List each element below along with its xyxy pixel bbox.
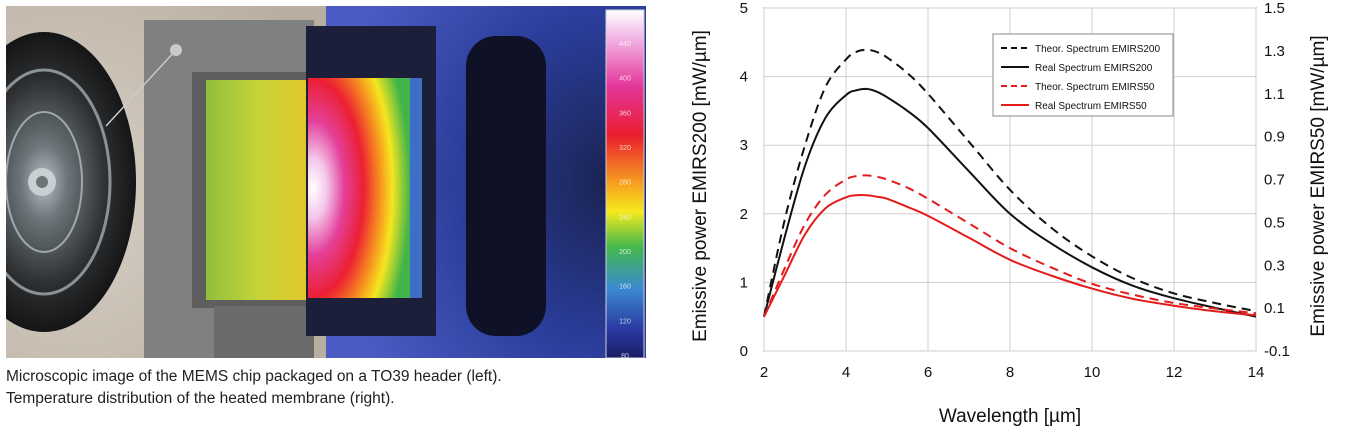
series-line-1 bbox=[763, 48, 1257, 317]
y-tick-label-right: 1.3 bbox=[1264, 43, 1285, 60]
y-tick-label-left: 4 bbox=[740, 69, 748, 86]
y-tick-label-right: 0.7 bbox=[1264, 172, 1285, 189]
x-tick-label: 6 bbox=[924, 364, 932, 381]
to39-header-lens bbox=[6, 32, 136, 332]
colorbar-tick-label: 440 bbox=[619, 41, 631, 48]
colorbar-tick-label: 120 bbox=[619, 318, 631, 325]
colorbar-tick-label: 80 bbox=[621, 353, 629, 358]
caption-line-2: Temperature distribution of the heated m… bbox=[6, 390, 395, 407]
colorbar-tick-label: 400 bbox=[619, 76, 631, 83]
legend-entry: Real Spectrum EMIRS200 bbox=[1035, 63, 1153, 74]
colorbar-tick-label: 320 bbox=[619, 145, 631, 152]
mems-thermal-image: 440 400 360 320 280 240 200 160 120 80 bbox=[6, 6, 646, 358]
y-axis-label-right: Emissive power EMIRS50 [mW/µm] bbox=[1308, 35, 1329, 336]
y-tick-label-left: 3 bbox=[740, 137, 748, 154]
legend-entry: Real Spectrum EMIRS50 bbox=[1035, 101, 1147, 112]
y-tick-label-left: 0 bbox=[740, 343, 748, 360]
x-tick-label: 10 bbox=[1084, 364, 1101, 381]
x-tick-label: 2 bbox=[760, 364, 768, 381]
colorbar-tick-label: 240 bbox=[619, 214, 631, 221]
y-tick-label-right: 0.5 bbox=[1264, 214, 1285, 231]
colorbar-tick-label: 280 bbox=[619, 180, 631, 187]
heated-membrane bbox=[306, 26, 546, 336]
image-caption: Microscopic image of the MEMS chip packa… bbox=[6, 366, 646, 410]
y-tick-label-left: 1 bbox=[740, 274, 748, 291]
x-tick-label: 4 bbox=[842, 364, 850, 381]
colorbar-tick-label: 160 bbox=[619, 284, 631, 291]
y-tick-label-left: 2 bbox=[740, 206, 748, 223]
mems-chip bbox=[105, 20, 314, 358]
temperature-colorbar: 440 400 360 320 280 240 200 160 120 80 bbox=[605, 9, 645, 358]
x-tick-label: 12 bbox=[1166, 364, 1183, 381]
y-tick-label-right: 0.3 bbox=[1264, 257, 1285, 274]
colorbar-tick-label: 200 bbox=[619, 249, 631, 256]
colorbar-tick-label: 360 bbox=[619, 110, 631, 117]
y-tick-label-left: 5 bbox=[740, 0, 748, 17]
legend-entry: Theor. Spectrum EMIRS200 bbox=[1035, 44, 1160, 55]
y-tick-label-right: 1.1 bbox=[1264, 86, 1285, 103]
series-line-3 bbox=[763, 174, 1257, 318]
x-tick-label: 8 bbox=[1006, 364, 1014, 381]
series-line-2 bbox=[763, 87, 1257, 318]
x-tick-label: 14 bbox=[1248, 364, 1265, 381]
y-tick-label-right: 0.9 bbox=[1264, 129, 1285, 146]
y-tick-label-right: 1.5 bbox=[1264, 0, 1285, 17]
caption-line-1: Microscopic image of the MEMS chip packa… bbox=[6, 368, 502, 385]
y-tick-label-right: -0.1 bbox=[1264, 343, 1290, 360]
thermal-image-panel: 440 400 360 320 280 240 200 160 120 80 bbox=[6, 6, 646, 358]
y-tick-label-right: 0.1 bbox=[1264, 300, 1285, 317]
legend-entry: Theor. Spectrum EMIRS50 bbox=[1035, 82, 1155, 93]
series-line-4 bbox=[763, 194, 1257, 318]
x-axis-label: Wavelength [µm] bbox=[939, 406, 1081, 427]
y-axis-label-left: Emissive power EMIRS200 [mW/µm] bbox=[690, 30, 711, 342]
